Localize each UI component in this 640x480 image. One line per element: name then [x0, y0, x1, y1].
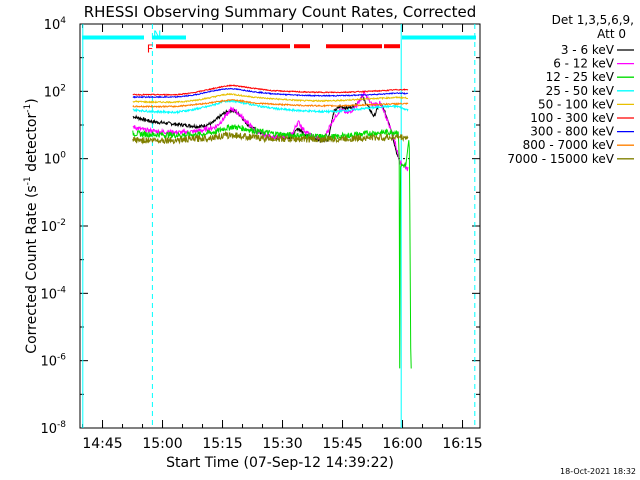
series-line [132, 99, 409, 115]
y-label-sup-1: -1 [23, 176, 33, 185]
series-lines [132, 84, 412, 369]
legend-entry-label: 25 - 50 keV [546, 84, 615, 98]
footer-timestamp: 18-Oct-2021 18:32 [560, 467, 636, 476]
series-line [132, 124, 412, 369]
legend-entry-label: 3 - 6 keV [561, 43, 615, 57]
chart-title: RHESSI Observing Summary Count Rates, Co… [84, 3, 477, 21]
y-tick-label: 100 [44, 151, 67, 168]
series-line [132, 92, 409, 104]
y-tick-label: 10-6 [40, 353, 66, 370]
y-axis-label: Corrected Count Rate (s-1 detector-1) [23, 98, 40, 353]
y-label-end: ) [24, 98, 40, 103]
series-line [132, 87, 409, 99]
annotations: FN [82, 24, 476, 428]
series-line [132, 98, 409, 109]
legend-entry-label: 100 - 300 keV [530, 111, 614, 125]
flare-flag-label: F [147, 43, 153, 56]
y-tick-label: 10-2 [40, 218, 66, 235]
y-tick-label: 102 [44, 83, 66, 100]
x-axis-ticks: 14:45 15:00 15:15 15:30 15:45 16:00 16:15 [82, 24, 483, 452]
y-tick-label: 10-4 [40, 285, 66, 302]
series-line [132, 84, 409, 96]
plot-frame [79, 23, 481, 429]
y-axis-ticks: 104 102 100 10-2 10-4 10-6 10-8 [40, 16, 480, 437]
legend-entry-label: 50 - 100 keV [538, 97, 615, 111]
x-tick-label: 14:45 [82, 436, 122, 452]
series-line [132, 130, 409, 145]
x-tick-label: 15:30 [262, 436, 302, 452]
x-tick-label: 16:00 [382, 436, 422, 452]
legend-entry-label: 300 - 800 keV [530, 125, 614, 139]
legend-header-attenuator: Att 0 [597, 27, 626, 41]
x-tick-label: 15:45 [322, 436, 362, 452]
y-label-mid: detector [24, 113, 40, 177]
y-tick-label: 10-8 [40, 420, 66, 437]
y-tick-label: 104 [44, 16, 67, 33]
legend-entry-label: 800 - 7000 keV [523, 138, 615, 152]
y-label-main: Corrected Count Rate (s [24, 185, 40, 353]
legend-entry-label: 6 - 12 keV [553, 57, 615, 71]
night-flag-label: N [153, 28, 161, 41]
x-tick-label: 15:15 [202, 436, 242, 452]
x-tick-label: 15:00 [142, 436, 182, 452]
legend-header-detectors: Det 1,3,5,6,9, [552, 13, 634, 27]
y-label-sup-2: -1 [23, 104, 33, 113]
legend-entry-label: 7000 - 15000 keV [507, 152, 614, 166]
x-tick-label: 16:15 [442, 436, 482, 452]
x-axis-label: Start Time (07-Sep-12 14:39:22) [166, 455, 394, 471]
legend-entry-label: 12 - 25 keV [546, 70, 615, 84]
